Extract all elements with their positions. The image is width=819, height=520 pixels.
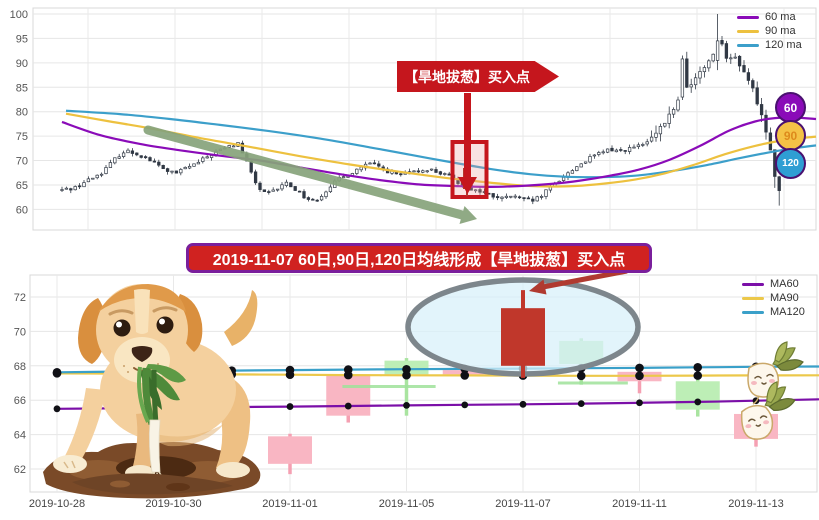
legend-label: MA90: [770, 292, 799, 304]
y-axis-tick: 72: [14, 292, 26, 304]
y-axis-tick: 60: [16, 204, 28, 216]
y-axis-tick: 70: [16, 156, 28, 168]
ma60-badge: 60: [775, 92, 806, 123]
60ma-line: [61, 116, 817, 189]
x-axis-tick: 2019-11-07: [495, 498, 550, 510]
y-axis-tick: 95: [16, 33, 28, 45]
main-chart-legend: 60 ma 90 ma 120 ma: [737, 11, 802, 51]
x-axis-tick: 2019-11-13: [728, 498, 783, 510]
y-axis-tick: 64: [14, 430, 26, 442]
120ma-line: [65, 109, 817, 179]
90ma-line: [65, 112, 817, 188]
y-axis-tick: 62: [14, 464, 26, 476]
x-axis-tick: 2019-11-01: [262, 498, 317, 510]
candle-2019-11-07-highlight: [501, 290, 545, 378]
x-axis-tick: 2019-11-05: [379, 498, 434, 510]
ma90-swatch-icon: [742, 296, 764, 300]
y-axis-tick: 100: [10, 9, 28, 21]
candle-2019-11-04: [326, 374, 371, 416]
ma90-badge: 90: [775, 120, 806, 151]
legend-label: 120 ma: [765, 39, 802, 51]
dog-pulling-onion-illustration: [43, 284, 261, 499]
radish-mascots-illustration: [740, 341, 804, 440]
legend-label: 90 ma: [765, 25, 796, 37]
zoom-chart-legend: MA60 MA90 MA120: [742, 278, 805, 318]
legend-item-ma60[interactable]: MA60: [742, 278, 805, 290]
legend-label: MA120: [770, 306, 805, 318]
legend-label: MA60: [770, 278, 799, 290]
legend-item-120ma[interactable]: 120 ma: [737, 39, 802, 51]
60ma-swatch-icon: [737, 15, 759, 19]
y-axis-tick: 70: [14, 326, 26, 338]
buy-point-title-banner: 2019-11-07 60日,90日,120日均线形成【旱地拔葱】买入点: [186, 243, 652, 273]
x-axis-tick: 2019-11-11: [612, 498, 667, 510]
ma60-swatch-icon: [742, 282, 764, 286]
90ma-swatch-icon: [737, 29, 759, 33]
candle-2019-11-12: [675, 381, 720, 410]
y-axis-tick: 80: [16, 107, 28, 119]
y-axis-tick: 65: [16, 180, 28, 192]
legend-item-ma90[interactable]: MA90: [742, 292, 805, 304]
buy-point-callout: 【旱地拔葱】买入点: [397, 61, 559, 92]
radish-mascot: [740, 381, 796, 440]
y-axis-tick: 75: [16, 131, 28, 143]
candle-2019-11-01: [268, 436, 312, 464]
y-axis-tick: 66: [14, 395, 26, 407]
legend-label: 60 ma: [765, 11, 796, 23]
ma120-badge: 120: [775, 148, 806, 179]
legend-item-60ma[interactable]: 60 ma: [737, 11, 802, 23]
buy-point-arrow: [458, 93, 477, 194]
x-axis-tick: 2019-10-28: [29, 498, 85, 510]
x-axis-tick: 2019-10-30: [145, 498, 201, 510]
y-axis-tick: 90: [16, 58, 28, 70]
ma120-swatch-icon: [742, 310, 764, 314]
downtrend-arrow: [143, 125, 477, 224]
legend-item-90ma[interactable]: 90 ma: [737, 25, 802, 37]
legend-item-ma120[interactable]: MA120: [742, 306, 805, 318]
y-axis-tick: 68: [14, 361, 26, 373]
y-axis-tick: 85: [16, 82, 28, 94]
banner-to-ellipse-arrow: [529, 268, 628, 295]
main-candlestick-chart: 60 65 70 75 80 85 90 95 100: [10, 7, 817, 231]
120ma-swatch-icon: [737, 43, 759, 47]
